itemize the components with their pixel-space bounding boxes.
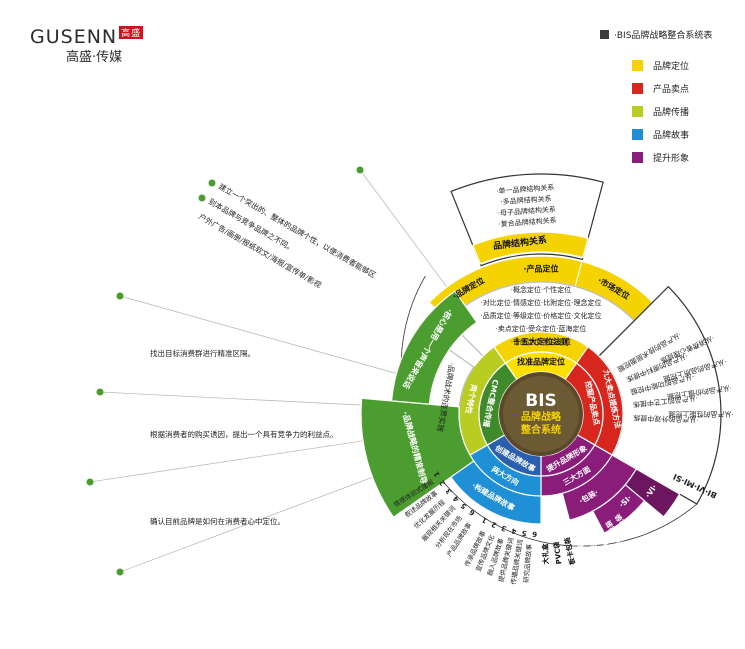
- legend-item: 品牌故事: [632, 128, 712, 141]
- comm-note: 找出目标消费群进行精准区隔。: [150, 348, 255, 358]
- legend-title-row: ·BIS品牌战略整合系统表: [600, 28, 712, 41]
- leader-dot: [96, 388, 104, 396]
- positioning-label: ·产品定位: [523, 264, 558, 274]
- positioning-rule: ·对比定位·情感定位·比附定位·理念定位: [481, 298, 602, 307]
- positioning-rule: ·首席定位·利益定位: [511, 337, 571, 346]
- story-num-a: 1: [432, 470, 441, 478]
- selling-item: ·从产品的外观中提炼: [633, 413, 699, 424]
- middle-top-label: 十五大定位法则: [513, 337, 569, 347]
- story-num-b: 4: [511, 526, 518, 535]
- center-sub1: 品牌战略: [521, 410, 562, 423]
- leader-dot: [116, 292, 124, 300]
- outer-ring: [400, 275, 698, 547]
- story-num-a: 3: [444, 487, 453, 496]
- legend-swatch: [632, 106, 643, 117]
- comm-note: 根据消费者的购买诱因，提出一个具有竞争力的利益点。: [150, 429, 338, 439]
- legend-item: 品牌定位: [632, 59, 712, 72]
- leader-dot: [208, 179, 216, 187]
- legend-label: 品牌定位: [653, 62, 690, 72]
- brand-name-cn: 高盛·传媒: [66, 50, 123, 65]
- legend-label: 产品卖点: [653, 85, 690, 95]
- center-title: BIS: [525, 391, 557, 411]
- story-num-a: 5: [459, 501, 468, 510]
- legend-item: 产品卖点: [632, 82, 712, 95]
- positioning-rule: ·概念定位·个性定位: [511, 285, 571, 294]
- brand-logo: GUSENN 高盛 高盛·传媒: [30, 26, 144, 65]
- legend-label: 品牌传播: [653, 108, 690, 118]
- story-num-b: 6: [532, 530, 537, 538]
- story-num-a: 4: [452, 494, 461, 503]
- brand-name-en: GUSENN: [30, 26, 118, 48]
- legend-label: 品牌故事: [653, 131, 690, 141]
- comm-outer-band-2: [360, 397, 475, 519]
- structure-band: [472, 231, 589, 265]
- structure-item: ·多品牌结构关系: [500, 194, 552, 207]
- image-band-3: [624, 468, 681, 518]
- story-item-b: 研究品牌故事: [521, 543, 533, 583]
- leader-dot: [116, 568, 124, 576]
- legend-swatch: [632, 83, 643, 94]
- comm-note: 确认目前品牌是如何在消费者心中定位。: [150, 516, 285, 526]
- comm-note: 建立一个突出的、整体的品牌个性，以便消费者能够区: [217, 181, 378, 280]
- image-item: PVC袋: [552, 540, 564, 565]
- legend-item: 品牌传播: [632, 105, 712, 118]
- story-num-a: 2: [438, 478, 447, 487]
- positioning-rule: ·品质定位·等级定位·价格定位·文化定位: [481, 311, 602, 320]
- comm-note: 户外广告/画册/报纸软文/海报/宣传单/影视: [197, 211, 324, 290]
- story-num-b: 2: [490, 520, 498, 529]
- center-disc-inner: [503, 376, 579, 452]
- image-item: 大礼盒: [540, 542, 550, 564]
- legend-title: ·BIS品牌战略整合系统表: [614, 31, 713, 41]
- structure-item: ·复合品牌结构关系: [498, 215, 557, 228]
- inner-top-label: 找准品牌定位: [517, 357, 565, 367]
- structure-item: ·单一品牌结构关系: [496, 183, 555, 196]
- legend-square-icon: [600, 30, 609, 39]
- positioning-rule: ·卖点定位·受众定位·蓝海定位: [496, 324, 587, 333]
- legend-label: 提升形象: [653, 154, 690, 164]
- center-sub2: 整合系统: [520, 423, 561, 436]
- legend-swatch: [632, 60, 643, 71]
- story-num-b: 5: [521, 529, 527, 538]
- legend: ·BIS品牌战略整合系统表 品牌定位产品卖点品牌传播品牌故事提升形象: [600, 28, 712, 174]
- brand-mark: 高盛: [119, 26, 144, 39]
- selling-item-2: ·从产品的性能上挖掘: [668, 410, 733, 419]
- legend-item: 提升形象: [632, 151, 712, 164]
- story-num-a: 6: [468, 508, 477, 517]
- story-num-b: 1: [481, 515, 489, 524]
- legend-swatch: [632, 129, 643, 140]
- legend-swatch: [632, 152, 643, 163]
- leader-dot: [198, 194, 206, 202]
- story-num-b: 3: [500, 524, 507, 533]
- structure-item: ·母子品牌结构关系: [497, 204, 556, 217]
- leader-dot: [86, 478, 94, 486]
- leader-dot: [356, 166, 364, 174]
